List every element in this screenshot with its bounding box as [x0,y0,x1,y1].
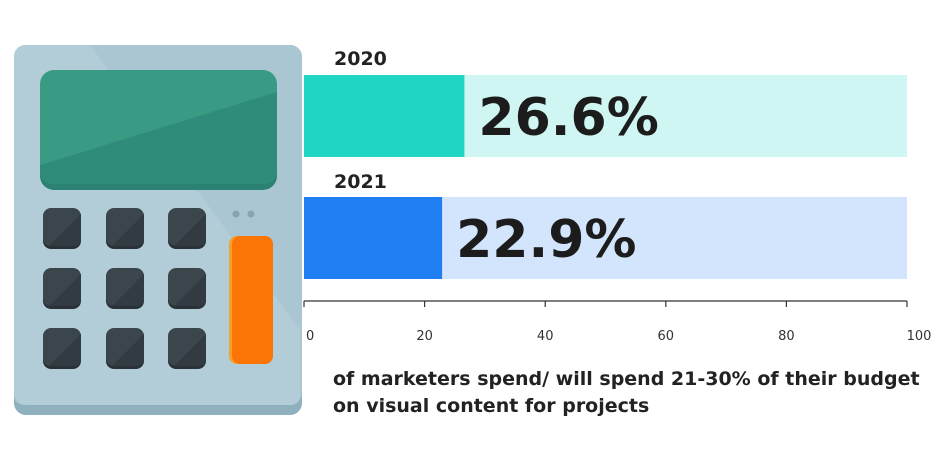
x-axis: 0 20 40 60 80 100 [303,300,932,344]
x-tick-label: 20 [416,329,433,344]
bar-group-2021: 2021 22.9% [304,171,907,279]
x-tick-label: 60 [658,329,675,344]
x-tick-label: 40 [537,329,554,344]
data-label: 22.9% [456,210,636,270]
x-tick-label: 100 [907,329,932,344]
category-label: 2020 [334,48,387,70]
x-tick-label: 80 [778,329,795,344]
data-label: 26.6% [478,88,658,148]
calculator-key [106,208,144,249]
bar-group-2020: 2020 26.6% [304,48,907,157]
calculator-keys [43,208,206,369]
calculator-key [168,328,206,369]
calculator-key [43,268,81,309]
calculator-icon [14,45,302,415]
calculator-key [168,208,206,249]
category-label: 2021 [334,171,387,193]
calculator-key [43,208,81,249]
calculator-key [106,328,144,369]
caption: of marketers spend/ will spend 21-30% of… [333,368,920,417]
calculator-key [43,328,81,369]
bar [304,75,465,157]
x-tick-label: 0 [306,329,314,344]
bars: 2020 26.6% 2021 22.9% [304,48,907,279]
calculator-key [168,268,206,309]
calculator-key [106,268,144,309]
bar [304,197,443,279]
